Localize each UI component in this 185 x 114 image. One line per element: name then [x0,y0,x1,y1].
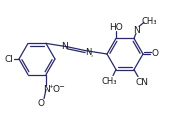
Text: N: N [85,48,92,57]
Text: −: − [58,83,64,89]
Text: O: O [152,49,159,58]
Text: O: O [53,84,60,93]
Text: N: N [43,84,49,93]
Text: CH₃: CH₃ [101,76,117,85]
Text: O: O [38,98,45,107]
Text: HO: HO [109,23,123,32]
Text: ,: , [90,50,93,56]
Text: +: + [48,83,53,88]
Text: Cl: Cl [5,55,14,64]
Text: CN: CN [135,77,149,86]
Text: CH₃: CH₃ [141,17,157,26]
Text: N: N [134,26,140,35]
Text: N: N [61,42,68,51]
